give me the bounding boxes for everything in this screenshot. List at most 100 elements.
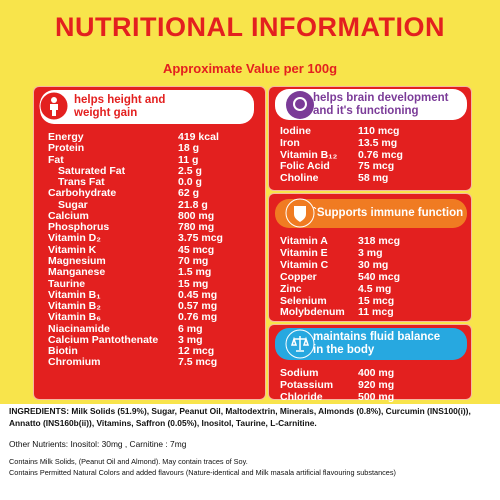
nutrient-name: Saturated Fat — [58, 164, 126, 177]
ingredients-box: INGREDIENTS: Milk Solids (51.9%), Sugar,… — [0, 404, 500, 500]
heading-text: maintains fluid balance in the body — [313, 331, 441, 356]
nutrient-name: Vitamin C — [280, 258, 329, 271]
nutrient-row: Trans Fat 0.0 g — [58, 176, 202, 189]
nutrient-value: 400 mg — [358, 367, 395, 379]
nutrient-row: Niacinamide 6 mg — [48, 322, 203, 335]
nutrient-value: 12 mcg — [178, 345, 215, 358]
panel-heading: helps height and weight gain — [40, 90, 254, 124]
heading-text: helps height and weight gain — [74, 94, 166, 119]
nutrient-row: Magnesium 70 mg — [48, 254, 208, 267]
nutrient-row: Folic Acid 75 mcg — [280, 160, 394, 172]
nutrient-name: Vitamin B₂ — [48, 300, 101, 313]
ingredients-text: Milk Solids (51.9%), Sugar, Peanut Oil, … — [9, 406, 471, 428]
nutrient-row: Iodine 110 mcg — [280, 125, 399, 137]
nutrient-name: Vitamin D₂ — [48, 232, 101, 245]
nutrient-row: Biotin 12 mcg — [48, 345, 214, 357]
nutrient-row: Vitamin C 30 mg — [280, 258, 388, 271]
icon — [286, 91, 314, 119]
nutrient-name: Manganese — [48, 266, 106, 279]
icon — [285, 198, 315, 228]
nutrient-name: Magnesium — [48, 254, 106, 267]
nutrient-row: Protein 18 g — [48, 142, 199, 155]
nutrient-name: Chromium — [48, 356, 101, 369]
nutrient-value: 3.75 mcg — [178, 232, 223, 245]
nutrient-name: Calcium — [48, 209, 89, 222]
nutrient-row: Taurine 15 mg — [48, 277, 208, 290]
nutrient-row: Vitamin A 318 mcg — [280, 235, 400, 247]
nutrient-value: 110 mcg — [358, 125, 400, 137]
nutrient-name: Energy — [48, 131, 84, 143]
nutrient-name: Iodine — [280, 125, 311, 137]
nutrient-value: 318 mcg — [358, 235, 401, 247]
nutrient-row: Iron 13.5 mg — [280, 136, 397, 149]
nutrient-name: Taurine — [48, 277, 86, 290]
panel — [33, 86, 266, 400]
nutrient-row: Selenium 15 mcg — [280, 294, 394, 307]
nutrient-row: Vitamin D₂ 3.75 mcg — [48, 232, 223, 245]
nutrient-name: Sodium — [280, 367, 319, 379]
nutrient-name: Calcium Pantothenate — [48, 333, 159, 346]
nutrient-value: 780 mg — [178, 221, 215, 234]
nutrient-row: Copper 540 mcg — [280, 270, 400, 283]
nutrient-name: Trans Fat — [58, 176, 105, 189]
nutrient-name: Vitamin E — [280, 246, 328, 259]
nutrient-row: Phosphorus 780 mg — [48, 221, 214, 233]
nutrient-row: Molybdenum 11 mcg — [280, 306, 394, 319]
nutrient-name: Iron — [280, 136, 300, 149]
nutrient-value: 0.76 mcg — [358, 148, 403, 161]
nutrient-value: 45 mcg — [178, 243, 215, 256]
nutrient-row: Vitamin B₁₂ 0.76 mcg — [280, 148, 403, 161]
heading-text: `Supports immune function — [313, 207, 464, 219]
nutrient-name: Selenium — [280, 294, 327, 307]
colours: Contains Permitted Natural Colors and ad… — [9, 468, 396, 477]
nutrient-row: Sodium 400 mg — [280, 367, 394, 379]
nutrient-value: 58 mg — [358, 172, 389, 185]
nutrient-value: 0.76 mg — [178, 311, 218, 324]
nutrient-row: Zinc 4.5 mg — [280, 283, 391, 295]
nutrient-name: Protein — [48, 142, 85, 155]
nutrient-name: Copper — [280, 270, 317, 283]
nutrient-row: Chromium 7.5 mcg — [48, 356, 217, 369]
nutrient-value: 21.8 g — [178, 198, 208, 211]
nutrient-value: 18 g — [178, 142, 200, 155]
nutrient-value: 920 mg — [358, 378, 395, 391]
nutrient-row: Sugar 21.8 g — [58, 198, 208, 211]
nutrient-name: Vitamin B₁ — [48, 288, 101, 301]
title: NUTRITIONAL INFORMATION — [55, 12, 445, 42]
nutrient-value: 4.5 mg — [358, 282, 392, 295]
nutrient-value: 3 mg — [178, 333, 203, 346]
icon — [285, 329, 315, 359]
nutrient-name: Niacinamide — [48, 322, 110, 335]
nutrient-name: Molybdenum — [280, 306, 345, 319]
nutrient-value: 75 mcg — [358, 160, 395, 173]
nutrient-value: 540 mcg — [358, 270, 401, 283]
nutrient-value: 0.45 mg — [178, 288, 218, 301]
nutrient-row: Calcium Pantothenate 3 mg — [48, 333, 203, 346]
nutrient-name: Vitamin K — [48, 243, 97, 256]
nutrient-value: 15 mg — [178, 277, 209, 290]
nutrient-name: Vitamin B₆ — [48, 311, 102, 324]
nutrient-row: Saturated Fat 2.5 g — [58, 164, 202, 177]
nutrient-value: 0.57 mg — [178, 300, 218, 313]
other-nutrients: Other Nutrients: Inositol: 30mg , Carnit… — [9, 439, 187, 449]
nutrient-value: 1.5 mg — [178, 266, 212, 279]
nutrient-value: 62 g — [178, 187, 200, 200]
nutrient-value: 800 mg — [178, 209, 215, 222]
nutrient-value: 7.5 mcg — [178, 356, 218, 369]
heading-text: helps brain development and it's functio… — [313, 91, 449, 117]
ingredients: INGREDIENTS: Milk Solids (51.9%), Sugar,… — [9, 406, 479, 429]
nutrient-value: 30 mg — [358, 258, 389, 271]
nutrient-value: 11 mcg — [358, 306, 394, 319]
nutrient-row: Vitamin B₁ 0.45 mg — [48, 288, 217, 301]
ingredients-label: INGREDIENTS: — [9, 406, 70, 416]
nutrient-value: 13.5 mg — [358, 136, 398, 149]
nutrient-name: Vitamin B₁₂ — [280, 148, 338, 161]
nutrient-name: Vitamin A — [280, 235, 328, 247]
nutrient-name: Sugar — [58, 198, 88, 211]
nutrient-name: Choline — [280, 172, 319, 185]
nutrient-value: 3 mg — [358, 246, 383, 259]
nutrient-row: Vitamin K 45 mcg — [48, 243, 214, 256]
nutrient-value: 70 mg — [178, 254, 209, 267]
nutrient-row: Vitamin B₂ 0.57 mg — [48, 300, 217, 313]
